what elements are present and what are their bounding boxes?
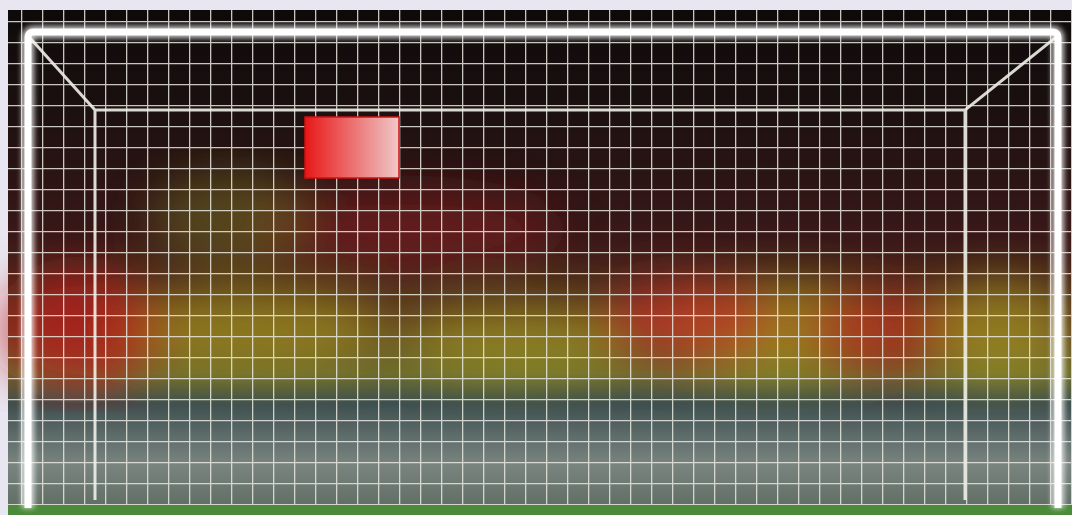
target-zone[interactable]: [305, 117, 399, 178]
goal-scene: [0, 0, 1072, 515]
goal-net: [8, 10, 1072, 515]
grass: [8, 505, 1072, 515]
page: [0, 0, 1072, 515]
